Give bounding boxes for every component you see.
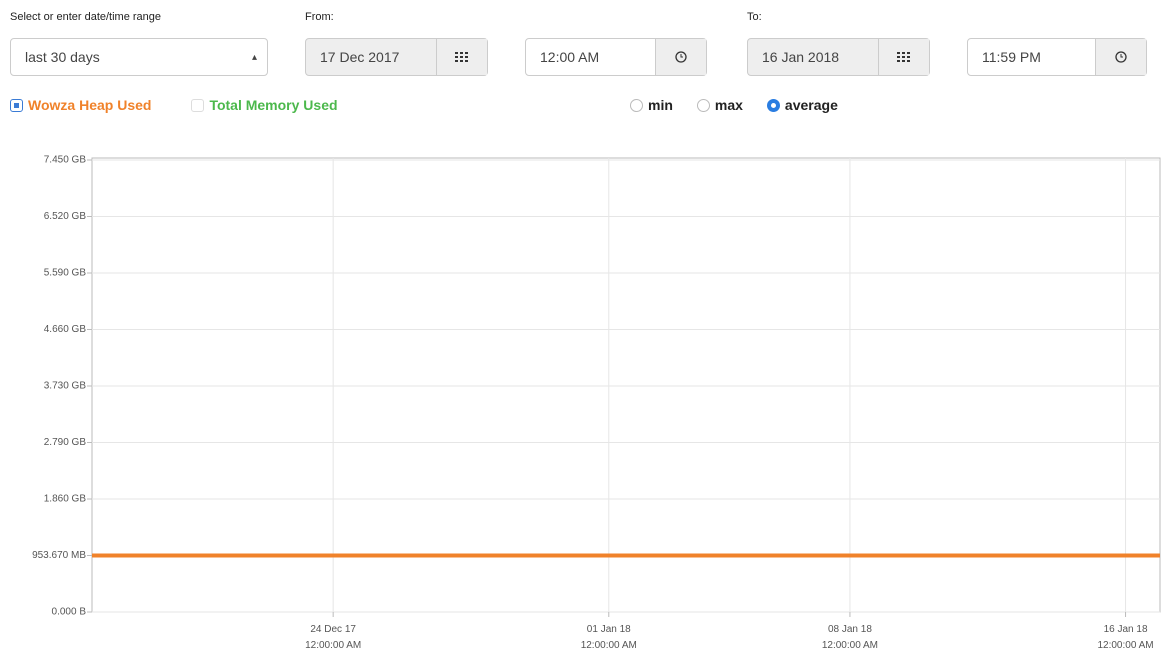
- y-tick-label: 0.000 B: [52, 607, 87, 618]
- x-tick-label: 16 Jan 18 12:00:00 AM: [1097, 624, 1154, 651]
- toggles: Wowza Heap Used Total Memory Used: [10, 97, 338, 113]
- y-tick-label: 2.790 GB: [44, 437, 87, 448]
- radio[interactable]: max: [696, 97, 743, 113]
- x-tick-label: 01 Jan 18 12:00:00 AM: [580, 624, 637, 651]
- to-date[interactable]: 16 Jan 2018: [747, 38, 930, 76]
- clock-icon[interactable]: [1095, 39, 1146, 75]
- checkbox-box: [191, 98, 205, 112]
- radio-label: max: [714, 97, 743, 113]
- radio-label: average: [784, 97, 838, 113]
- to-date-text: 16 Jan 2018: [762, 49, 840, 65]
- clock: [1115, 51, 1127, 63]
- range-value: last 30 days: [25, 49, 100, 65]
- checkbox[interactable]: Total Memory Used: [191, 97, 338, 113]
- clock-icon[interactable]: [655, 39, 706, 75]
- checkbox-box: [10, 98, 23, 112]
- y-tick-label: 6.520 GB: [44, 211, 87, 222]
- checkbox-label: Total Memory Used: [209, 97, 338, 113]
- clock: [675, 51, 687, 63]
- radio-circle: [696, 98, 710, 112]
- to-time[interactable]: 11:59 PM: [967, 38, 1147, 76]
- y-tick-label: 3.730 GB: [44, 381, 87, 392]
- radio-circle: [630, 98, 643, 112]
- from-date[interactable]: 17 Dec 2017: [305, 38, 488, 76]
- plot-area: [91, 157, 1161, 613]
- y-tick-label: 1.860 GB: [44, 494, 87, 505]
- radio[interactable]: min: [630, 97, 673, 113]
- radio-label: min: [648, 97, 673, 113]
- grid-icon: [455, 52, 468, 62]
- y-tick-label: 5.590 GB: [44, 268, 87, 279]
- from-time[interactable]: 12:00 AM: [525, 38, 707, 76]
- x-tick-label: 24 Dec 17 12:00:00 AM: [305, 624, 362, 651]
- checkbox-label: Wowza Heap Used: [28, 97, 152, 113]
- calendar-icon[interactable]: [878, 39, 929, 75]
- radio[interactable]: average: [766, 97, 838, 113]
- from-label: From:: [305, 11, 334, 23]
- radio-circle: [766, 98, 780, 112]
- from-date-text: 17 Dec 2017: [320, 49, 400, 65]
- y-tick-label: 4.660 GB: [44, 324, 87, 335]
- x-tick-label: 08 Jan 18 12:00:00 AM: [821, 624, 878, 651]
- calendar-icon[interactable]: [436, 39, 487, 75]
- modes: min max average: [630, 97, 838, 113]
- y-tick-label: 7.450 GB: [44, 155, 87, 166]
- grid-icon: [897, 52, 910, 62]
- range-select[interactable]: last 30 days ▴: [10, 38, 268, 76]
- from-time-text: 12:00 AM: [540, 49, 600, 65]
- to-time-text: 11:59 PM: [982, 49, 1041, 65]
- y-tick-label: 953.670 MB: [32, 550, 86, 561]
- select-arrows: ▴: [251, 51, 257, 63]
- to-label: To:: [747, 11, 762, 23]
- check-dot: [14, 102, 19, 108]
- range-label: Select or enter date/time range: [10, 11, 162, 23]
- checkbox[interactable]: Wowza Heap Used: [10, 97, 151, 113]
